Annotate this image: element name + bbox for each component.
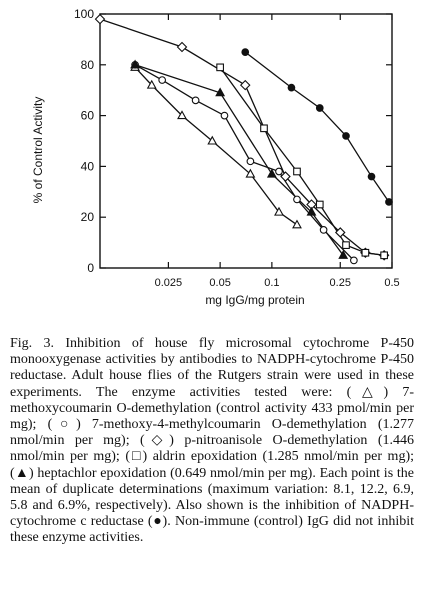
series-markers (94, 13, 393, 265)
square-open-marker (361, 248, 370, 257)
diamond-open-marker (334, 227, 346, 238)
triangle-filled-marker (130, 59, 141, 69)
circle-open-marker (246, 157, 255, 166)
y-tick-label: 100 (74, 7, 94, 21)
triangle-open-marker (292, 219, 302, 229)
diamond-open-marker (94, 13, 106, 25)
x-tick-label: 0.05 (209, 277, 230, 289)
square-open-marker (293, 167, 301, 176)
diamond-open-marker (239, 79, 251, 91)
triangle-open-marker (177, 110, 187, 120)
circle-open-marker (220, 111, 229, 120)
axis-ticks: 0 20 40 60 80 100 0.025 0.05 0.1 0.25 0.5 (74, 7, 400, 289)
circle-filled-marker (287, 83, 296, 92)
triangle-filled-marker (266, 168, 277, 178)
circle-filled-marker (241, 48, 250, 56)
diamond-open-marker (280, 171, 291, 182)
series-line-3 (99, 18, 385, 256)
square-open-marker (380, 251, 388, 260)
y-tick-label: 20 (81, 210, 95, 224)
square-open-marker (315, 200, 324, 209)
x-tick-label: 0.1 (264, 277, 279, 289)
triangle-filled-marker (338, 249, 349, 259)
inhibition-chart: 0 20 40 60 80 100 0.025 0.05 0.1 0.25 0.5 % of Con… (31, 7, 400, 307)
circle-open-marker (293, 195, 301, 204)
y-tick-label: 0 (87, 261, 94, 275)
square-open-marker (342, 241, 350, 249)
plot-frame (99, 13, 393, 269)
caption-text: Inhibition of house fly microsomal cytoc… (10, 336, 414, 546)
circle-filled-marker (385, 198, 393, 206)
diamond-open-marker (176, 41, 188, 53)
circle-filled-marker (315, 104, 324, 112)
series-line-6 (244, 51, 390, 203)
circle-open-marker (158, 76, 167, 84)
triangle-filled-marker (306, 206, 317, 216)
figure-caption: Fig. 3. Inhibition of house fly microsom… (10, 336, 414, 547)
x-tick-label: 0.25 (330, 277, 351, 289)
chart-axes (99, 13, 393, 269)
circle-open-marker (191, 96, 200, 105)
x-tick-label: 0.5 (384, 277, 399, 289)
triangle-open-marker (245, 168, 256, 178)
circle-filled-marker (367, 172, 376, 181)
y-axis-label: % of Control Activity (31, 97, 45, 204)
triangle-filled-marker (215, 87, 226, 97)
x-tick-label: 0.025 (155, 277, 183, 289)
circle-filled-marker (342, 132, 350, 140)
circle-open-marker (275, 167, 283, 176)
triangle-open-marker (207, 135, 218, 145)
y-tick-label: 40 (81, 159, 95, 173)
triangle-open-marker (274, 206, 284, 216)
y-tick-label: 60 (81, 109, 95, 123)
caption-figure-label: Fig. 3. (10, 336, 54, 351)
y-tick-label: 80 (81, 58, 95, 72)
square-open-marker (260, 124, 268, 133)
square-open-marker (216, 63, 224, 72)
circle-open-marker (350, 256, 358, 265)
circle-open-marker (319, 226, 328, 234)
x-axis-label: mg IgG/mg protein (205, 293, 304, 307)
triangle-open-marker (146, 79, 157, 89)
caption-paragraph: Fig. 3. Inhibition of house fly microsom… (10, 336, 414, 547)
